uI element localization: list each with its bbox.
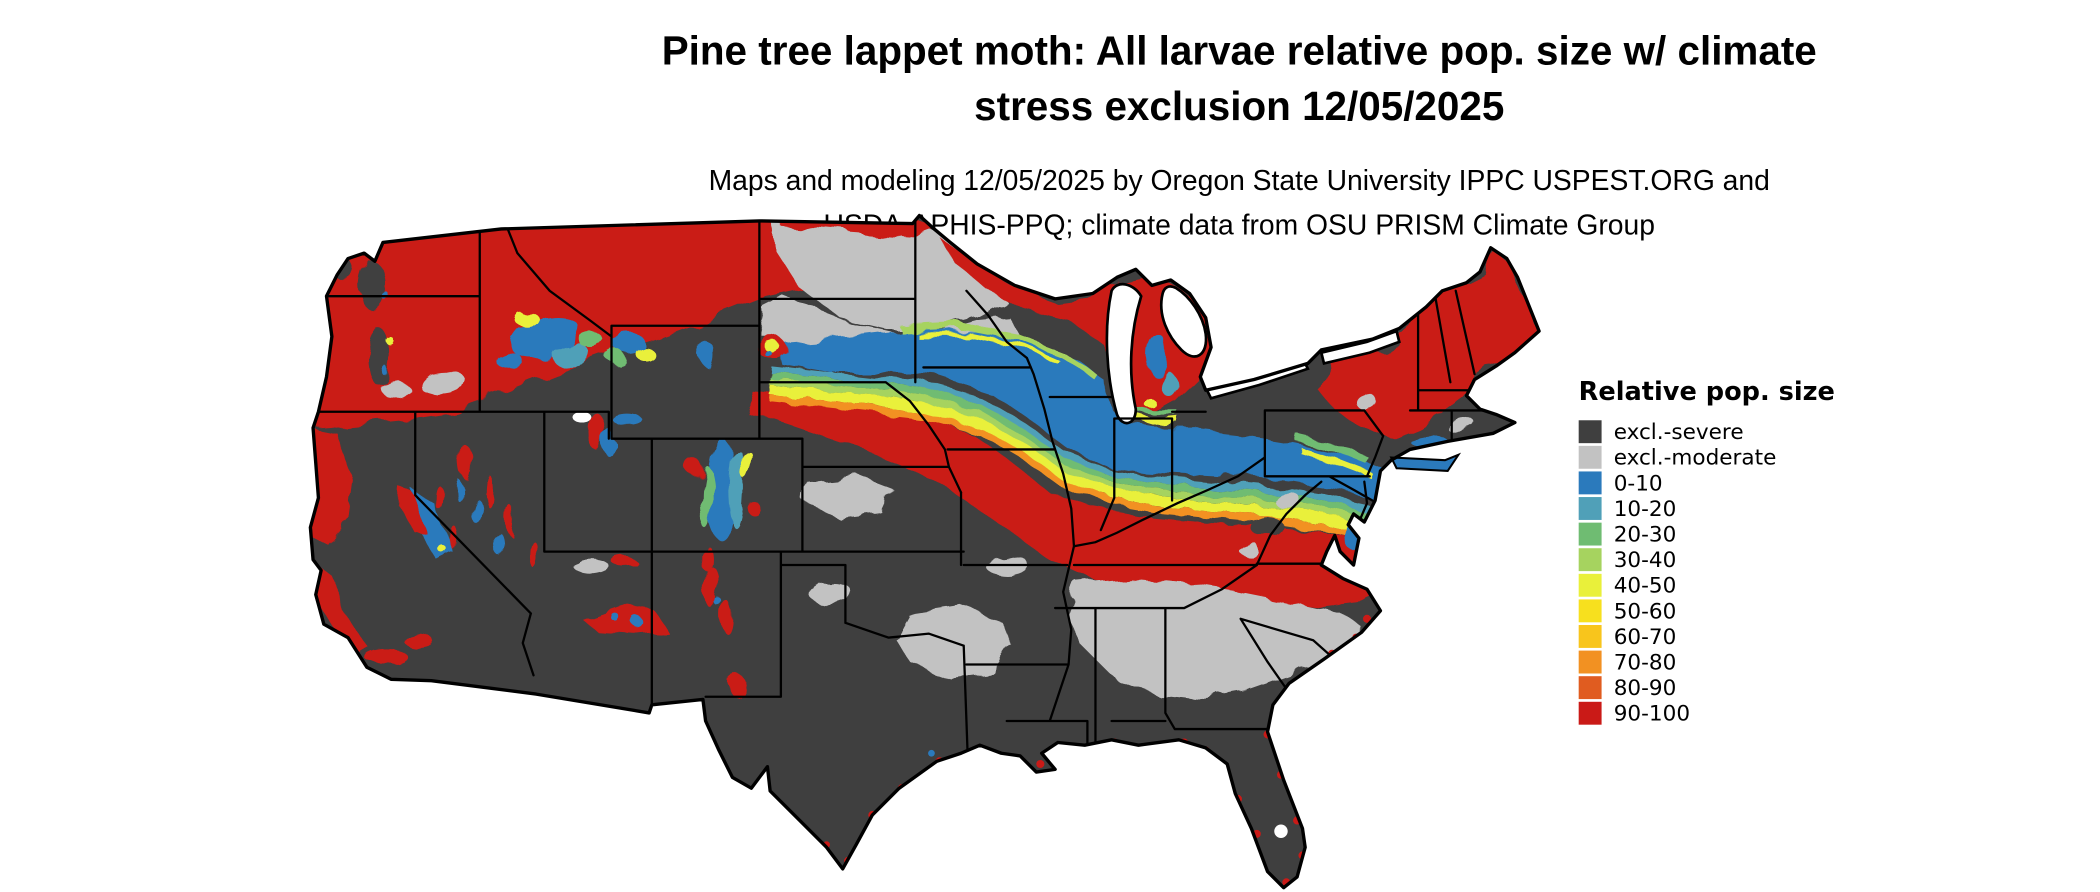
legend-label-v40_50: 40-50	[1613, 572, 1677, 599]
legend-swatch-excl_moderate	[1578, 445, 1602, 469]
legend-swatch-v10_20	[1578, 497, 1602, 520]
legend-label-v20_30: 20-30	[1613, 521, 1677, 547]
fringe-north-yellow	[915, 331, 1059, 363]
legend-title: Relative pop. size	[1578, 377, 1835, 407]
lake-michigan	[1105, 282, 1143, 425]
fringe-north-green	[899, 323, 1095, 377]
legend-item-excl_moderate: excl.-moderate	[1578, 444, 1835, 471]
legend-label-v0_10: 0-10	[1613, 470, 1663, 496]
legend-swatch-excl_severe	[1578, 420, 1602, 444]
legend-label-v70_80: 70-80	[1613, 649, 1677, 675]
plot-subtitle: Maps and modeling 12/05/2025 by Oregon S…	[0, 159, 2100, 248]
legend-swatch-v80_90	[1578, 676, 1602, 700]
region-ozark-moderate	[987, 556, 1031, 579]
lake-okeechobee	[1274, 824, 1288, 838]
legend-label-v90_100: 90-100	[1613, 700, 1691, 727]
legend-swatch-v40_50	[1578, 573, 1602, 597]
legend-swatch-v20_30	[1578, 522, 1602, 546]
legend-label-excl_moderate: excl.-moderate	[1613, 444, 1777, 471]
legend-item-v80_90: 80-90	[1578, 674, 1835, 701]
fringe-yellow	[769, 385, 1374, 535]
region-txpanhandle-moderate	[807, 579, 851, 605]
region-northeast-red	[1318, 250, 1537, 436]
region-superior-michigan-red	[939, 237, 1212, 415]
legend-item-v50_60: 50-60	[1578, 598, 1835, 624]
plot-title: Pine tree lappet moth: All larvae relati…	[0, 24, 2100, 134]
legend-item-v70_80: 70-80	[1578, 649, 1835, 675]
legend-item-v0_10: 0-10	[1578, 470, 1835, 496]
legend-swatch-v30_40	[1578, 548, 1602, 572]
legend-item-v40_50: 40-50	[1578, 572, 1835, 599]
legend-item-excl_severe: excl.-severe	[1578, 418, 1835, 445]
title-line-1: Pine tree lappet moth: All larvae relati…	[661, 29, 1817, 75]
legend-swatch-v60_70	[1578, 625, 1602, 648]
us-outline	[308, 213, 1541, 890]
legend-item-v90_100: 90-100	[1578, 700, 1835, 727]
legend-item-v10_20: 10-20	[1578, 495, 1835, 522]
fringe-michigan-yellow	[1129, 413, 1182, 429]
region-central-blue-band	[775, 328, 1402, 501]
subtitle-line-1: Maps and modeling 12/05/2025 by Oregon S…	[708, 165, 1770, 197]
legend-swatch-v0_10	[1578, 471, 1602, 495]
legend-label-v50_60: 50-60	[1613, 598, 1677, 624]
legend-swatch-v90_100	[1578, 701, 1602, 725]
legend: Relative pop. size excl.-severe excl.-mod…	[1578, 377, 1835, 727]
us-risk-map	[308, 213, 1541, 890]
legend-swatch-v50_60	[1578, 599, 1602, 623]
legend-item-v30_40: 30-40	[1578, 546, 1835, 573]
map-regions	[310, 215, 1537, 697]
title-line-2: stress exclusion 12/05/2025	[974, 84, 1505, 130]
long-island	[1389, 452, 1462, 472]
legend-item-v20_30: 20-30	[1578, 521, 1835, 547]
legend-label-v60_70: 60-70	[1613, 623, 1677, 650]
region-westkansas-moderate	[805, 476, 894, 520]
legend-label-v10_20: 10-20	[1613, 495, 1677, 522]
lake-huron	[1159, 285, 1208, 358]
fringe-teal	[769, 365, 1374, 512]
legend-label-v30_40: 30-40	[1613, 546, 1677, 573]
great-salt-lake	[572, 411, 592, 423]
legend-items: excl.-severe excl.-moderate 0-10 10-20 20-30…	[1578, 418, 1835, 727]
state-borders	[311, 215, 1490, 759]
legend-label-v80_90: 80-90	[1613, 674, 1677, 701]
legend-label-excl_severe: excl.-severe	[1613, 418, 1744, 445]
legend-swatch-v70_80	[1578, 650, 1602, 674]
legend-item-v60_70: 60-70	[1578, 623, 1835, 650]
subtitle-line-2: USDA-APHIS-PPQ; climate data from OSU PR…	[823, 210, 1655, 242]
